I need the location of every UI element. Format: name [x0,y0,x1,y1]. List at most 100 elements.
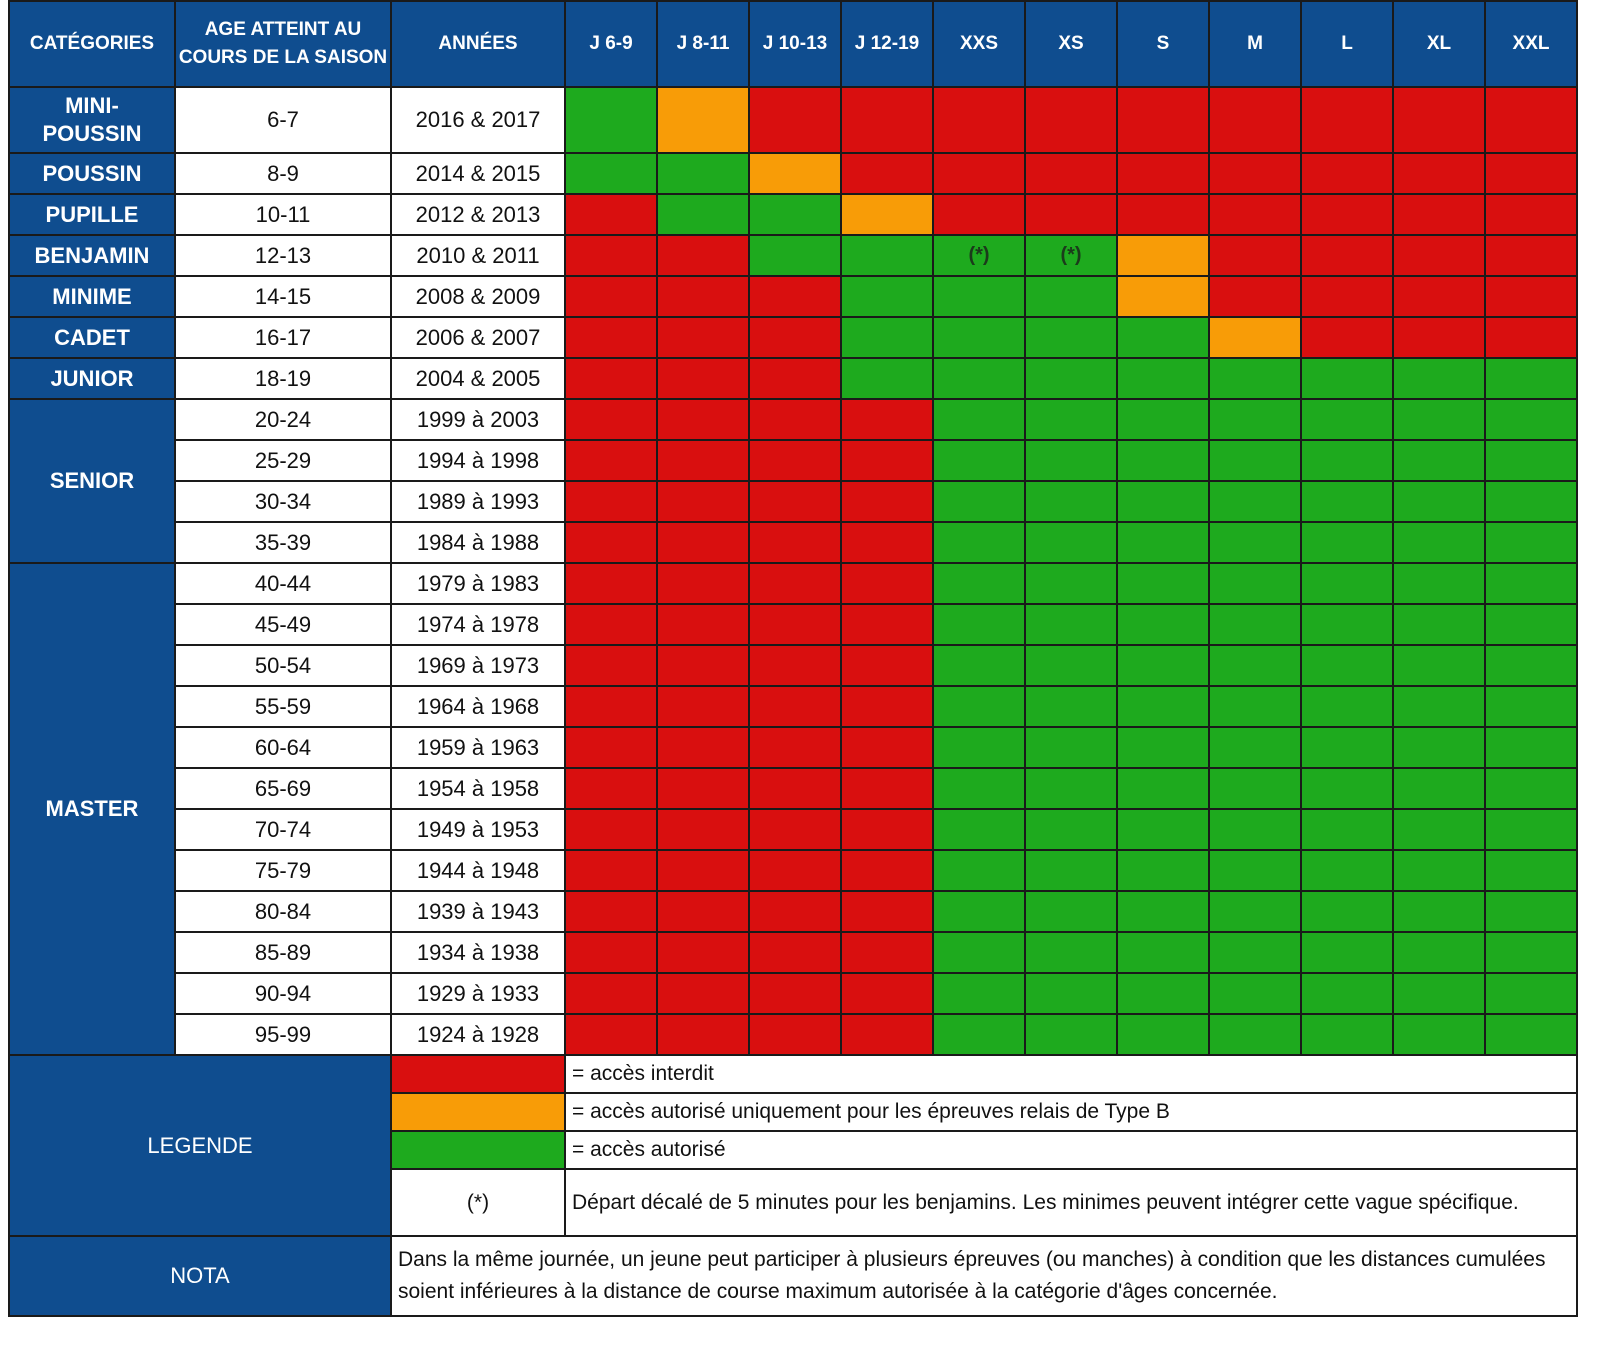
access-cell [564,808,658,851]
access-cell [564,972,658,1015]
access-cell [656,480,750,523]
nota-text: Dans la même journée, un jeune peut part… [390,1235,1578,1317]
years-cell: 2006 & 2007 [390,316,566,359]
header-distance: L [1300,0,1394,88]
years-cell: 1969 à 1973 [390,644,566,687]
access-cell [1024,562,1118,605]
access-cell [1208,890,1302,933]
access-cell [1024,275,1118,318]
access-cell [1024,316,1118,359]
access-cell [564,931,658,974]
age-cell: 8-9 [174,152,392,195]
access-cell [840,234,934,277]
access-cell [1300,152,1394,195]
access-cell [1392,398,1486,441]
years-cell: 1929 à 1933 [390,972,566,1015]
access-cell [840,1013,934,1056]
access-cell [1024,603,1118,646]
category-cell: CADET [8,316,176,359]
age-cell: 95-99 [174,1013,392,1056]
access-cell [932,685,1026,728]
access-cell [932,603,1026,646]
access-cell [564,152,658,195]
age-cell: 25-29 [174,439,392,482]
access-cell [564,726,658,769]
age-cell: 85-89 [174,931,392,974]
access-cell [1484,357,1578,400]
table-row: 45-49 1974 à 1978 [9,603,1578,646]
header-distance: XXS [932,0,1026,88]
access-cell [932,972,1026,1015]
category-cell: MINIME [8,275,176,318]
access-cell [748,193,842,236]
access-cell [840,890,934,933]
access-cell [748,480,842,523]
access-cell [1116,316,1210,359]
access-cell [1392,439,1486,482]
access-cell [564,316,658,359]
age-cell: 20-24 [174,398,392,441]
legend-row: = accès autorisé uniquement pour les épr… [9,1092,1578,1132]
access-cell [1208,931,1302,974]
access-cell [656,808,750,851]
legend-row: (*) Départ décalé de 5 minutes pour les b… [9,1168,1578,1237]
nota-row: NOTA Dans la même journée, un jeune peut … [8,1235,1578,1317]
years-cell: 1999 à 2003 [390,398,566,441]
table-row: MASTER 40-44 1979 à 1983 [8,562,1578,1056]
access-cell [1116,767,1210,810]
access-cell [656,849,750,892]
access-cell [1116,808,1210,851]
access-cell [1300,439,1394,482]
access-cell [564,439,658,482]
access-cell [1484,931,1578,974]
access-cell [656,86,750,154]
access-cell [1208,849,1302,892]
access-cell [1392,316,1486,359]
header-distance: XL [1392,0,1486,88]
access-cell [1116,931,1210,974]
access-cell [1392,86,1486,154]
access-cell [1116,562,1210,605]
header-age: AGE ATTEINT AU COURS DE LA SAISON [174,0,392,88]
table-row: PUPILLE 10-11 2012 & 2013 [8,193,1578,236]
access-cell [1300,890,1394,933]
access-cell: (*) [1024,234,1118,277]
age-cell: 45-49 [174,603,392,646]
access-cell [1024,398,1118,441]
access-cell [564,1013,658,1056]
access-cell [656,234,750,277]
age-category-distance-table: CATÉGORIES AGE ATTEINT AU COURS DE LA SA… [8,0,1578,1317]
access-cell [932,316,1026,359]
access-cell [1300,193,1394,236]
access-cell [1208,603,1302,646]
access-cell: (*) [932,234,1026,277]
access-cell [1208,480,1302,523]
access-cell [840,357,934,400]
access-cell [932,275,1026,318]
table-row: 90-94 1929 à 1933 [9,972,1578,1015]
header-years: ANNÉES [390,0,566,88]
access-cell [1208,357,1302,400]
access-cell [1484,972,1578,1015]
access-cell [1300,685,1394,728]
years-cell: 1939 à 1943 [390,890,566,933]
age-cell: 75-79 [174,849,392,892]
access-cell [1116,521,1210,564]
table-row: 80-84 1939 à 1943 [9,890,1578,933]
access-cell [1116,480,1210,523]
header-distance: J 8-11 [656,0,750,88]
access-cell [1484,890,1578,933]
access-cell [1300,1013,1394,1056]
years-cell: 1964 à 1968 [390,685,566,728]
access-cell [932,86,1026,154]
access-cell [1024,644,1118,687]
access-cell [1392,562,1486,605]
access-cell [1300,480,1394,523]
access-cell [656,562,750,605]
access-cell [564,275,658,318]
years-cell: 1989 à 1993 [390,480,566,523]
table-row: 60-64 1959 à 1963 [9,726,1578,769]
access-cell [748,152,842,195]
access-cell [1392,521,1486,564]
table-row: 95-99 1924 à 1928 [9,1013,1578,1056]
